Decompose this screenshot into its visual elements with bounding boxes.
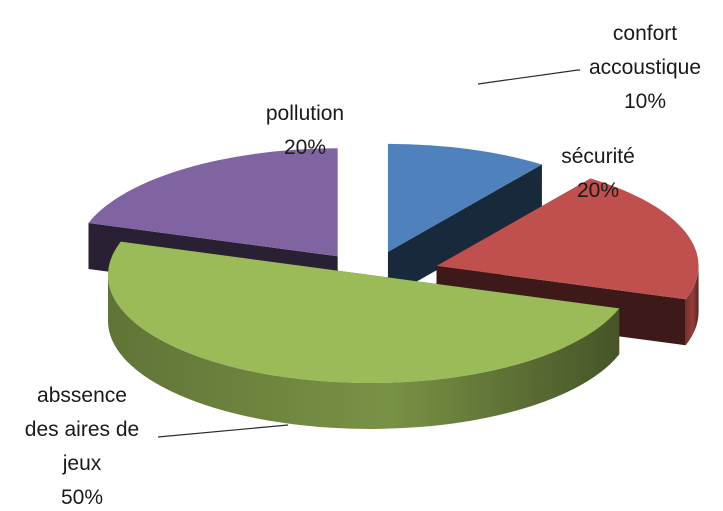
slice-name-label: des aires de [25,418,139,441]
slice-name-label: accoustique [589,56,701,79]
slice-name-label: sécurité [561,145,635,168]
slice-value-label: 10% [624,90,666,113]
slice-1-top [436,178,699,300]
slice-labels: confort accoustique 10% sécurité 20% abssence… [25,22,701,509]
slice-0 [387,143,542,298]
slice-2-rim [108,275,620,429]
slice-3-top [88,148,338,257]
leader-lines [157,69,580,438]
leader-line-0 [477,69,580,85]
slice-name-label: pollution [266,102,344,125]
slice-2 [108,241,620,429]
slice-name-label: confort [613,22,677,45]
slice-name-label: abssence [37,384,127,407]
slice-0-wall-1 [387,164,542,298]
slice-name-label: jeux [62,452,102,475]
slice-sides [88,143,699,429]
slice-0-top [387,143,542,252]
slice-1-rim [685,265,699,346]
slice-2-top [108,241,620,383]
slice-value-label: 20% [577,179,619,202]
slice-label-1: sécurité 20% [561,145,635,202]
slice-label-0: confort accoustique 10% [589,22,701,113]
slice-label-3: pollution 20% [266,102,344,159]
leader-line-2 [157,424,289,438]
slice-label-2: abssence des aires de jeux 50% [25,384,139,509]
slice-value-label: 50% [61,486,103,509]
slice-value-label: 20% [284,136,326,159]
